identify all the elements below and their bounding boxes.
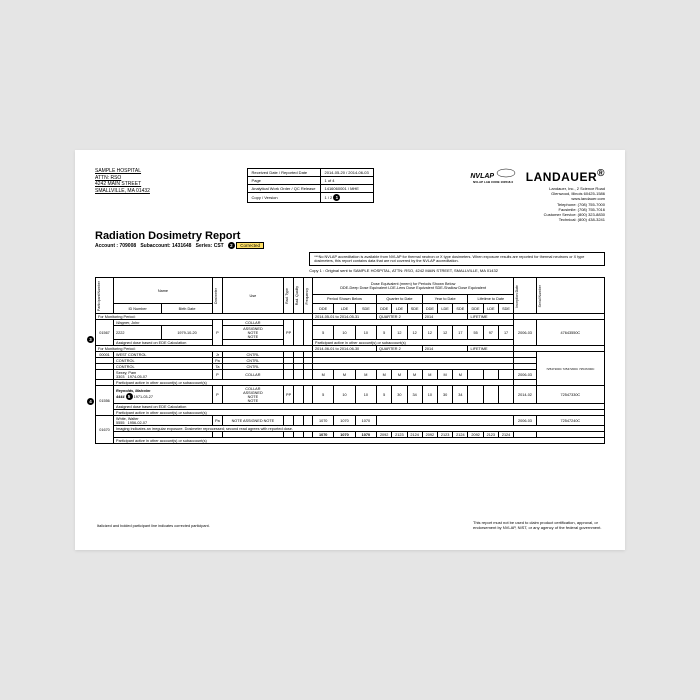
row-badge: 5 <box>126 393 133 400</box>
data-row: 01670 White, Walter5555 1956-02-07 PaNOT… <box>96 416 605 426</box>
col-inception: Inception Date <box>515 283 519 310</box>
corrected-label: Corrected <box>236 242 264 249</box>
meta-table: Received Date / Reported Date2014-05-20 … <box>247 168 374 203</box>
meta-value: 2014-05-20 / 2014-06-03 <box>320 169 373 177</box>
dose-header: Dose Equivalent (mrem) for Periods Shown… <box>313 278 514 294</box>
data-row: Sexey, Pam3303 1974-05-07 PCOLLAR MMM MM… <box>96 370 605 380</box>
meta-label: Page <box>247 177 320 185</box>
recipient-address: SAMPLE HOSPITAL ATTN: RSO 4242 MAIN STRE… <box>95 168 150 222</box>
nvlap-logo: NVLAP NVLAP LAB CODE 100518-0 <box>470 168 515 184</box>
col-radtype: Rad. Type <box>285 286 289 306</box>
meta-label: Copy / Version <box>247 193 320 203</box>
col-dosimeter: Dosimeter <box>214 286 218 306</box>
corrected-badge: 2 <box>228 242 235 249</box>
copy-note: Copy 1 : Original sent to SAMPLE HOSPITA… <box>309 268 605 273</box>
meta-value: 1 of 4 <box>320 177 373 185</box>
landauer-brand: LANDAUER® <box>526 168 605 184</box>
main-data-table: Participant Number Name Dosimeter Use Ra… <box>95 277 605 444</box>
accreditation-note: ***No NVLAP accreditation is available f… <box>309 252 605 266</box>
meta-label: Analytical Work Order / QC Release <box>247 185 320 193</box>
logo-area: NVLAP NVLAP LAB CODE 100518-0 LANDAUER® … <box>470 168 605 222</box>
col-frequency: Frequency <box>305 286 309 307</box>
nvlap-icon <box>496 168 516 178</box>
landauer-info: Landauer, Inc., 2 Science Road Glenwood,… <box>526 186 605 222</box>
version-badge: 1 <box>333 194 340 201</box>
title-row: Radiation Dosimetry Report <box>95 230 605 242</box>
data-row: 01556 Reynolds, Malcolm4444 5 1971-03-27… <box>96 386 605 404</box>
col-use: Use <box>223 278 284 314</box>
footer-note-left: Italicized and bolded participant line i… <box>97 524 210 528</box>
account-line: Account : 709008 Subaccount: 1431648 Ser… <box>95 242 605 249</box>
addr-line: SMALLVILLE, MA 01432 <box>95 188 150 195</box>
meta-box: Received Date / Reported Date2014-05-20 … <box>247 168 374 222</box>
meta-value: 1 / 2 1 <box>320 193 373 203</box>
col-radqual: Rad. Quality <box>295 284 299 307</box>
landauer-block: LANDAUER® Landauer, Inc., 2 Science Road… <box>526 168 605 222</box>
meta-value: 1416060001 / MHE <box>320 185 373 193</box>
col-name: Name <box>114 278 213 304</box>
header-row: SAMPLE HOSPITAL ATTN: RSO 4242 MAIN STRE… <box>95 168 605 222</box>
note-row: Participant active in other account(s) o… <box>96 438 605 444</box>
col-participant: Participant Number <box>97 279 101 313</box>
callout-4: 4 <box>87 398 94 405</box>
footer-note-right: This report must not be used to claim pr… <box>473 520 603 530</box>
meta-label: Received Date / Reported Date <box>247 169 320 177</box>
report-title: Radiation Dosimetry Report <box>95 230 240 242</box>
col-serial: Serial Number <box>538 283 542 309</box>
report-page: SAMPLE HOSPITAL ATTN: RSO 4242 MAIN STRE… <box>75 150 625 550</box>
callout-3: 3 <box>87 336 94 343</box>
